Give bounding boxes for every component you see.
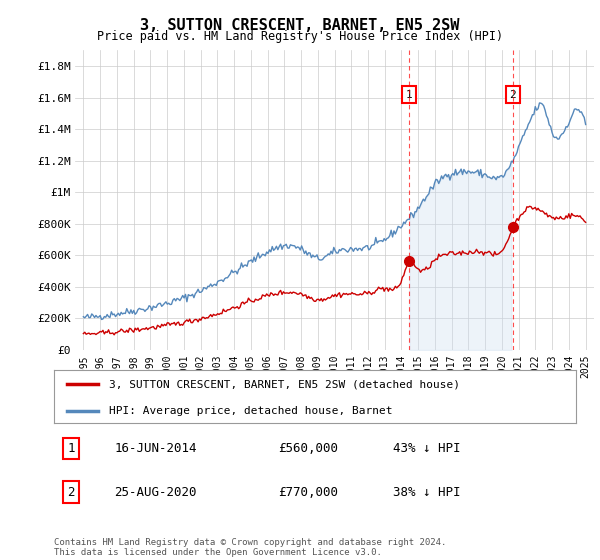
Text: Price paid vs. HM Land Registry's House Price Index (HPI): Price paid vs. HM Land Registry's House … bbox=[97, 30, 503, 43]
Text: 2: 2 bbox=[67, 486, 74, 499]
Text: £770,000: £770,000 bbox=[278, 486, 338, 499]
Text: 2: 2 bbox=[509, 90, 516, 100]
Text: 3, SUTTON CRESCENT, BARNET, EN5 2SW (detached house): 3, SUTTON CRESCENT, BARNET, EN5 2SW (det… bbox=[109, 380, 460, 390]
Text: 43% ↓ HPI: 43% ↓ HPI bbox=[394, 442, 461, 455]
Text: 1: 1 bbox=[67, 442, 74, 455]
Text: HPI: Average price, detached house, Barnet: HPI: Average price, detached house, Barn… bbox=[109, 406, 392, 416]
Text: 1: 1 bbox=[406, 90, 413, 100]
Text: £560,000: £560,000 bbox=[278, 442, 338, 455]
Text: 3, SUTTON CRESCENT, BARNET, EN5 2SW: 3, SUTTON CRESCENT, BARNET, EN5 2SW bbox=[140, 18, 460, 32]
Text: Contains HM Land Registry data © Crown copyright and database right 2024.
This d: Contains HM Land Registry data © Crown c… bbox=[54, 538, 446, 557]
Text: 25-AUG-2020: 25-AUG-2020 bbox=[114, 486, 197, 499]
Text: 38% ↓ HPI: 38% ↓ HPI bbox=[394, 486, 461, 499]
Text: 16-JUN-2014: 16-JUN-2014 bbox=[114, 442, 197, 455]
